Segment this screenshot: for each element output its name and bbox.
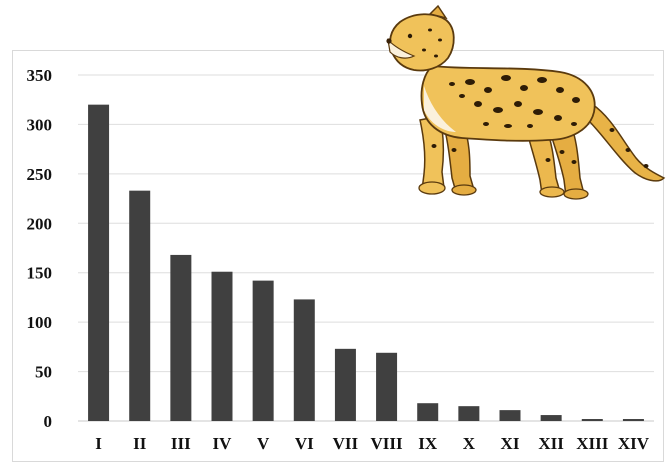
y-tick-label: 0 <box>44 412 53 431</box>
x-tick-label: II <box>133 434 147 453</box>
leopard-head <box>389 13 455 72</box>
x-tick-label: XII <box>538 434 564 453</box>
bar-XI <box>499 410 521 421</box>
bar-VII <box>334 348 356 421</box>
leopard-paw <box>539 186 565 198</box>
leopard-chest <box>424 86 456 132</box>
y-tick-label: 200 <box>27 214 53 233</box>
y-tick-label: 150 <box>27 264 53 283</box>
y-tick-label: 300 <box>27 115 53 134</box>
y-tick-label: 350 <box>27 66 53 85</box>
x-tick-label: I <box>95 434 102 453</box>
bar-XIV <box>622 419 644 421</box>
x-tick-label: IX <box>418 434 438 453</box>
bar-VI <box>293 299 315 421</box>
leopard-muzzle <box>387 38 416 59</box>
leopard-body <box>420 65 596 142</box>
x-tick-label: XI <box>501 434 520 453</box>
bar-VIII <box>376 352 398 421</box>
leopard-nose <box>386 38 392 44</box>
leopard-tail <box>587 102 666 182</box>
leopard-paw <box>418 181 446 195</box>
x-tick-label: X <box>463 434 476 453</box>
leopard-illustration <box>386 4 666 200</box>
bar-XII <box>540 415 562 421</box>
y-tick-label: 50 <box>35 363 52 382</box>
x-tick-label: III <box>171 434 191 453</box>
x-tick-label: VII <box>333 434 359 453</box>
bar-III <box>170 254 192 421</box>
bar-II <box>129 190 151 421</box>
x-tick-label: XIII <box>576 434 609 453</box>
leopard-spots <box>422 28 649 168</box>
x-tick-label: V <box>257 434 270 453</box>
y-tick-label: 250 <box>27 165 53 184</box>
bar-XIII <box>581 419 603 421</box>
leopard-eye <box>407 33 413 39</box>
leopard-ear <box>428 4 448 20</box>
leopard-paw <box>451 184 477 196</box>
y-tick-labels: 0 50 100 150 200 250 300 350 <box>27 66 53 431</box>
bar-IX <box>417 403 439 421</box>
x-tick-label: XIV <box>618 434 650 453</box>
bar-I <box>88 104 110 422</box>
x-tick-label: VI <box>295 434 314 453</box>
y-tick-label: 100 <box>27 313 53 332</box>
bars <box>88 104 644 422</box>
leopard-paw <box>563 188 589 200</box>
bar-X <box>458 406 480 421</box>
chart-frame <box>12 50 664 462</box>
x-tick-label: VIII <box>371 434 404 453</box>
x-tick-labels: I II III IV V VI VII VIII IX X XI XII XIII XIV <box>95 434 649 453</box>
bar-V <box>252 280 274 421</box>
bar-IV <box>211 271 233 421</box>
x-tick-label: IV <box>213 434 233 453</box>
